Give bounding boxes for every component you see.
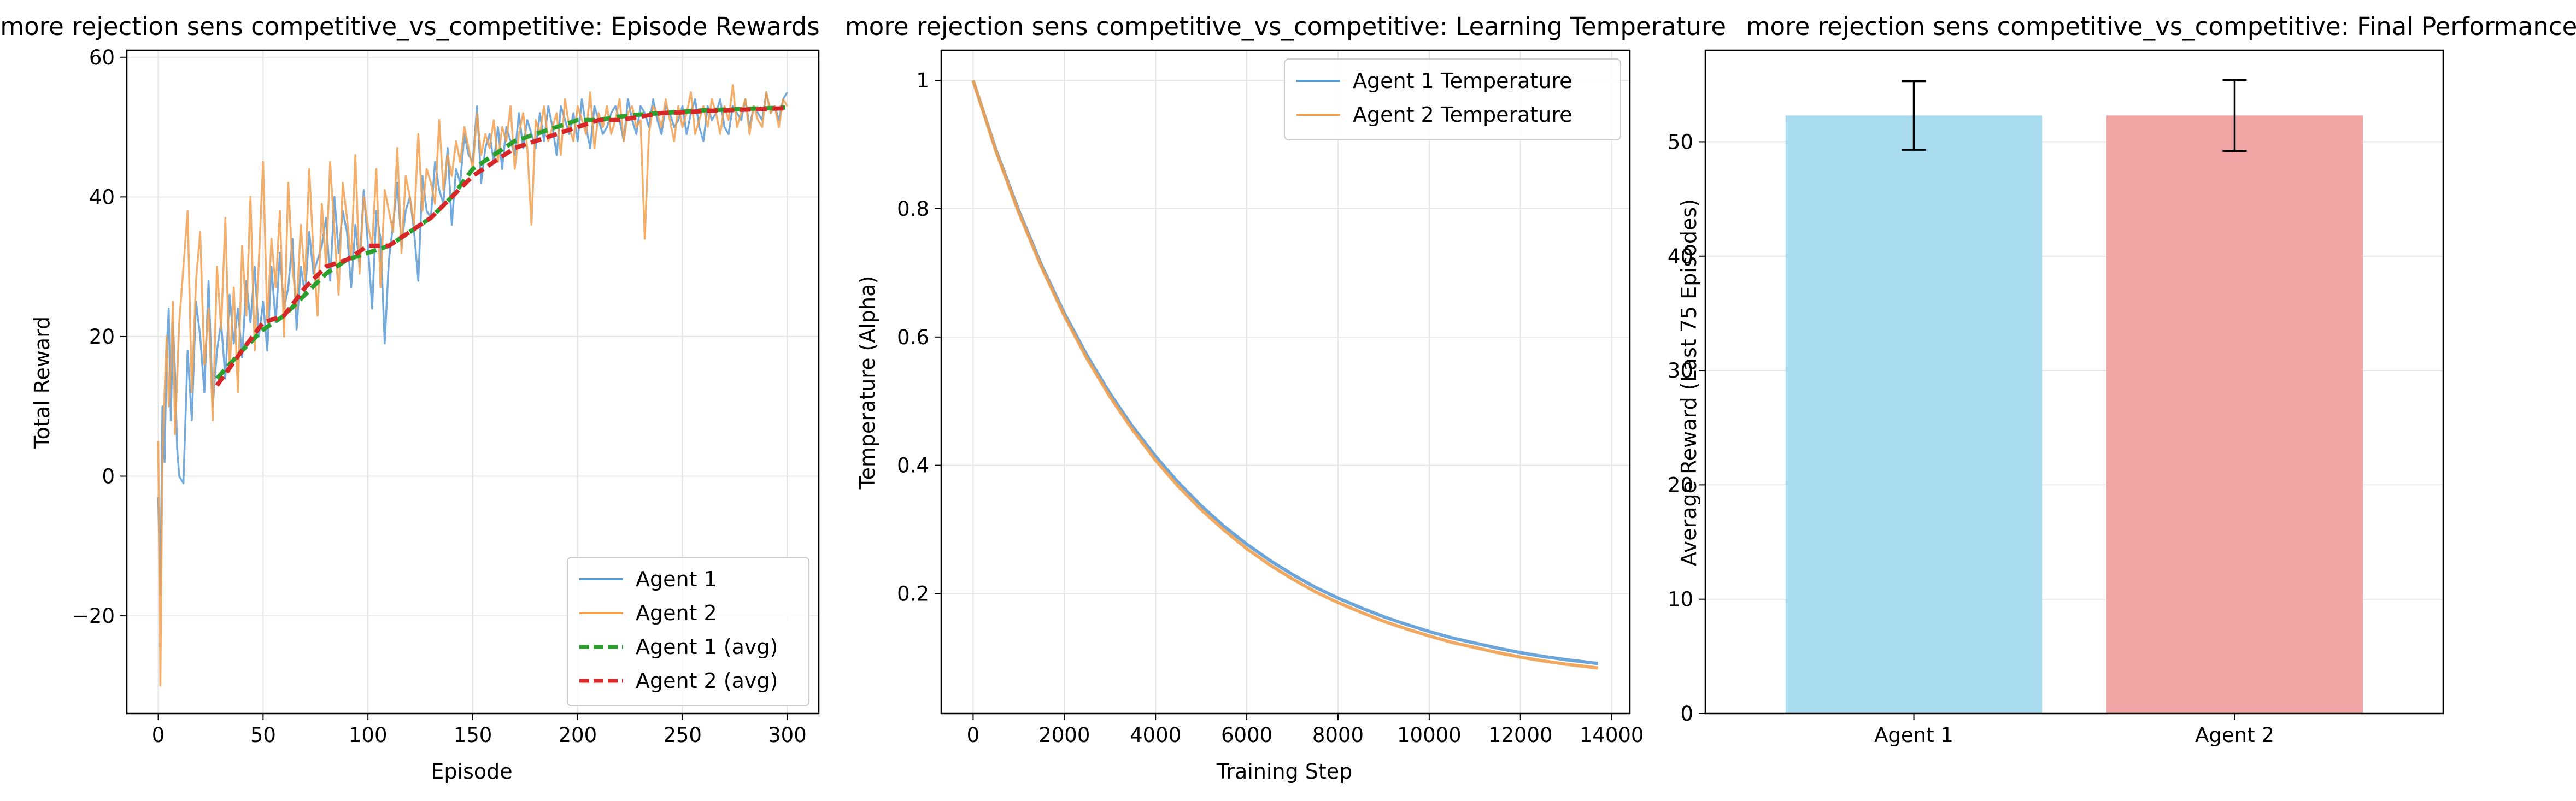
bar-agent-2: [2106, 115, 2363, 714]
temperature-y-tick-label: 1: [916, 69, 929, 92]
temperature-legend-entry: Agent 1 Temperature: [1353, 69, 1572, 93]
rewards-y-tick-label: 20: [89, 325, 115, 349]
temperature-x-ticks: 0 2000 4000 6000 8000 10000 12000 14000: [967, 714, 1644, 747]
performance-x-tick-label: Agent 2: [2195, 723, 2274, 747]
temperature-x-label: Training Step: [1216, 759, 1353, 784]
rewards-panel: 0 50 100 150 200 250 300 −20 0 20 40 60 more rejec…: [0, 12, 819, 784]
rewards-x-tick-label: 100: [349, 723, 388, 747]
rewards-y-tick-label: −20: [72, 604, 115, 628]
temperature-y-label: Temperature (Alpha): [855, 276, 879, 490]
performance-y-label: Average Reward (Last 75 Episodes): [1677, 199, 1701, 566]
performance-y-tick-label: 30: [1668, 359, 1693, 382]
rewards-x-label: Episode: [431, 759, 512, 784]
temperature-legend-box: [1284, 58, 1621, 140]
temperature-x-tick-label: 6000: [1221, 723, 1272, 747]
rewards-legend-entry: Agent 2: [636, 601, 717, 625]
average-line: [215, 106, 785, 387]
rewards-y-label: Total Reward: [30, 316, 54, 449]
temperature-y-tick-label: 0.6: [897, 326, 929, 349]
temperature-y-tick-label: 0.4: [897, 454, 929, 478]
rewards-legend-entry: Agent 1: [636, 567, 717, 591]
temperature-y-tick-label: 0.2: [897, 582, 929, 605]
rewards-series: [157, 84, 788, 687]
reward-line: [157, 84, 788, 687]
rewards-legend-entry: Agent 1 (avg): [636, 635, 778, 659]
performance-y-tick-label: 0: [1680, 702, 1693, 726]
rewards-legend-entry: Agent 2 (avg): [636, 669, 778, 693]
temperature-x-tick-label: 4000: [1130, 723, 1181, 747]
performance-panel: Agent 1 Agent 2 0 10 20 30 40 50 more rejectio…: [1668, 12, 2576, 747]
performance-title: more rejection sens competitive_vs_compe…: [1746, 12, 2576, 41]
rewards-legend-box: [567, 557, 809, 706]
bar-agent-1: [1785, 115, 2043, 714]
temperature-grid: [941, 50, 1630, 714]
rewards-x-tick-label: 200: [559, 723, 597, 747]
temperature-y-ticks: 0.2 0.4 0.6 0.8 1: [897, 69, 941, 605]
performance-y-tick-label: 20: [1668, 473, 1693, 497]
performance-y-tick-label: 10: [1668, 588, 1693, 611]
rewards-title: more rejection sens competitive_vs_compe…: [0, 12, 819, 41]
performance-x-tick-label: Agent 1: [1874, 723, 1953, 747]
rewards-x-ticks: 0 50 100 150 200 250 300: [152, 714, 807, 747]
rewards-y-tick-label: 40: [89, 185, 115, 209]
rewards-legend: Agent 1 Agent 2 Agent 1 (avg) Agent 2 (avg): [567, 557, 809, 706]
temperature-x-tick-label: 14000: [1580, 723, 1644, 747]
temperature-series: [971, 80, 1598, 670]
rewards-x-tick-label: 50: [250, 723, 276, 747]
performance-y-ticks: 0 10 20 30 40 50: [1668, 130, 1705, 726]
temperature-y-tick-label: 0.8: [897, 197, 929, 221]
rewards-y-tick-label: 60: [89, 46, 115, 69]
rewards-x-tick-label: 300: [768, 723, 807, 747]
performance-y-tick-label: 50: [1668, 130, 1693, 154]
temperature-panel: 0 2000 4000 6000 8000 10000 12000 14000 0.20.40…: [845, 12, 1726, 784]
rewards-grid: [127, 50, 819, 714]
performance-y-tick-label: 40: [1668, 245, 1693, 268]
rewards-y-tick-label: 0: [102, 465, 115, 488]
rewards-x-tick-label: 250: [663, 723, 702, 747]
performance-x-ticks: Agent 1 Agent 2: [1874, 714, 2274, 747]
temperature-x-tick-label: 2000: [1038, 723, 1090, 747]
temperature-x-tick-label: 10000: [1397, 723, 1462, 747]
performance-bars: [1785, 79, 2363, 714]
temperature-x-tick-label: 0: [967, 723, 980, 747]
rewards-y-ticks: −20 0 20 40 60: [72, 46, 127, 628]
temperature-axes-frame: [940, 49, 1631, 715]
temperature-legend: Agent 1 Temperature Agent 2 Temperature: [1284, 58, 1621, 140]
average-line: [215, 105, 785, 380]
rewards-x-tick-label: 150: [454, 723, 492, 747]
temperature-title: more rejection sens competitive_vs_compe…: [845, 12, 1726, 41]
rewards-x-tick-label: 0: [152, 723, 165, 747]
temperature-line: [971, 80, 1598, 670]
temperature-legend-entry: Agent 2 Temperature: [1353, 103, 1572, 127]
temperature-x-tick-label: 12000: [1488, 723, 1553, 747]
temperature-x-tick-label: 8000: [1312, 723, 1364, 747]
performance-axes-frame: [1704, 49, 2444, 715]
